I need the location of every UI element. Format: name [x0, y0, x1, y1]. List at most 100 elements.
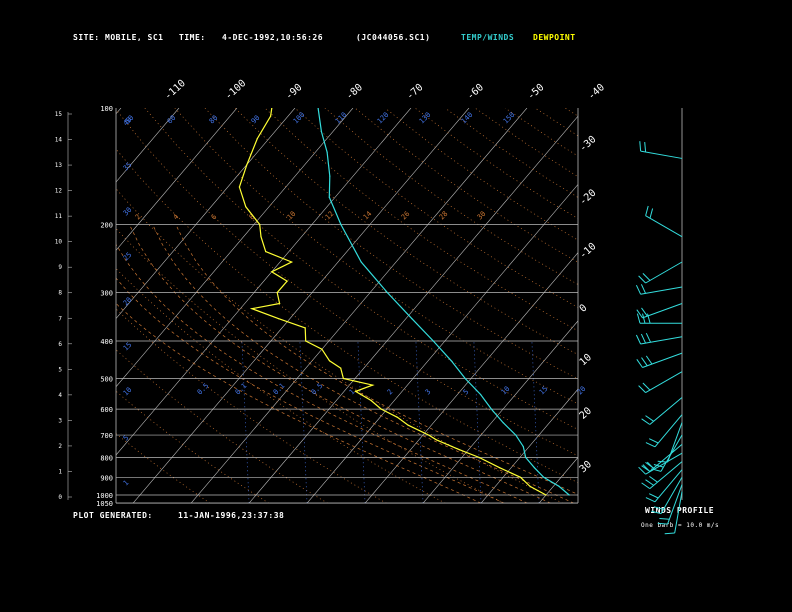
data-point — [432, 340, 434, 342]
data-point — [340, 367, 342, 369]
pressure-label: 300 — [100, 290, 113, 298]
theta-label: 26 — [400, 210, 412, 222]
data-point — [276, 292, 278, 294]
site-value: MOBILE, SC1 — [105, 33, 164, 42]
dry-adiabat — [474, 108, 578, 178]
dry-adiabat — [354, 108, 578, 263]
top-temp-label: -110 — [163, 78, 188, 102]
wind-barb-flag — [636, 359, 643, 368]
mixing-ratio-label: 0.1 — [272, 382, 287, 397]
dewpoint-trace — [238, 108, 547, 496]
theta-label: 100 — [292, 111, 307, 126]
theta-label: 8 — [248, 213, 257, 222]
height-label: 4 — [58, 392, 62, 399]
dry-adiabat — [116, 308, 387, 503]
wind-barb-staff — [654, 414, 683, 448]
right-temp-label: 0 — [578, 303, 590, 315]
wind-barb-flag — [645, 479, 654, 486]
wind-barb-flag — [635, 284, 642, 295]
top-temp-label: -80 — [344, 82, 365, 102]
wind-barb — [651, 477, 683, 515]
isotherm-line — [248, 115, 578, 503]
theta-label: 12 — [324, 210, 336, 222]
wind-barb-flag — [651, 510, 662, 515]
pressure-label: 900 — [100, 474, 113, 482]
data-point — [265, 251, 267, 253]
data-point — [568, 494, 570, 496]
wind-barb-staff — [642, 352, 683, 368]
data-point — [464, 377, 466, 380]
wind-barb-flag — [635, 334, 642, 345]
height-label: 12 — [55, 188, 63, 195]
mixing-ratio-label: 5 — [462, 388, 471, 397]
mixing-ratio-label: 35 — [122, 161, 134, 173]
dry-adiabat — [234, 108, 578, 355]
wind-barb-flag — [653, 464, 664, 468]
data-point — [286, 280, 288, 282]
data-point — [457, 448, 459, 450]
theta-label: 30 — [476, 210, 488, 222]
wind-barb — [641, 397, 683, 425]
wind-barb — [638, 452, 683, 475]
wind-barb-flag — [646, 461, 655, 470]
wind-barb-flag — [638, 466, 646, 475]
right-temp-label: 30 — [578, 459, 594, 475]
isotherm-line — [116, 108, 180, 183]
temperature-trace — [317, 108, 570, 496]
data-point — [277, 318, 279, 320]
wind-barb-flag — [642, 464, 651, 473]
height-label: 10 — [55, 239, 63, 246]
mixing-ratio-label: 15 — [122, 341, 134, 353]
data-point — [305, 340, 307, 342]
theta-label: 120 — [376, 111, 391, 126]
data-point — [499, 467, 501, 469]
time-value: 4-DEC-1992,10:56:26 — [222, 33, 324, 42]
wind-barb-flag — [645, 497, 656, 503]
dry-adiabat — [116, 433, 211, 503]
mixing-ratio-label: 0.5 — [310, 382, 325, 397]
data-point — [543, 476, 545, 478]
winds-profile-note: One barb = 10.0 m/s — [641, 522, 720, 529]
mixing-ratio-label: 0.5 — [196, 382, 211, 397]
pressure-label: 200 — [100, 221, 113, 229]
mixing-ratio-label: 20 — [122, 296, 134, 308]
data-point — [320, 130, 322, 133]
data-point — [245, 206, 247, 208]
dry-adiabat — [116, 268, 446, 503]
wind-barb-flag — [645, 355, 653, 365]
moist-adiabat — [116, 243, 528, 503]
isotherm-line — [116, 108, 354, 388]
wind-barb-staff — [674, 491, 683, 534]
dry-adiabat — [116, 148, 578, 484]
right-temp-label: -30 — [578, 134, 599, 154]
height-label: 7 — [58, 315, 62, 322]
wind-barb-flag — [640, 333, 647, 344]
dewpoint-trace-group — [238, 108, 547, 496]
moist-adiabat — [116, 302, 482, 503]
wind-barb-flag — [644, 142, 647, 153]
wind-barb-staff — [649, 444, 683, 472]
mixing-ratio-line — [590, 341, 597, 503]
wind-barb-staff — [649, 397, 683, 425]
wind-barb-staff — [667, 484, 683, 525]
theta-label: 4 — [172, 213, 181, 222]
mixing-ratio-label: 20 — [576, 385, 588, 397]
wind-barb-flag — [647, 313, 651, 324]
mixing-ratio-line — [473, 340, 482, 503]
plot-generated-label: PLOT GENERATED: — [73, 511, 153, 520]
mixing-ratio-label: 30 — [122, 206, 134, 218]
isotherm-line — [422, 320, 578, 503]
theta-label: 10 — [286, 210, 298, 222]
mixing-ratio-label: 3 — [424, 388, 433, 397]
data-point — [480, 393, 482, 396]
data-point — [246, 164, 248, 166]
wind-barb-flag — [638, 385, 646, 393]
wind-barb-flag — [645, 205, 649, 216]
data-point — [478, 456, 480, 459]
right-temp-label: 10 — [578, 352, 594, 368]
wind-barb-flag — [648, 438, 659, 444]
wind-barb-flag — [642, 313, 646, 324]
data-point — [270, 115, 272, 117]
mixing-ratio-label: 2 — [386, 388, 395, 397]
isotherm-line — [116, 108, 296, 319]
